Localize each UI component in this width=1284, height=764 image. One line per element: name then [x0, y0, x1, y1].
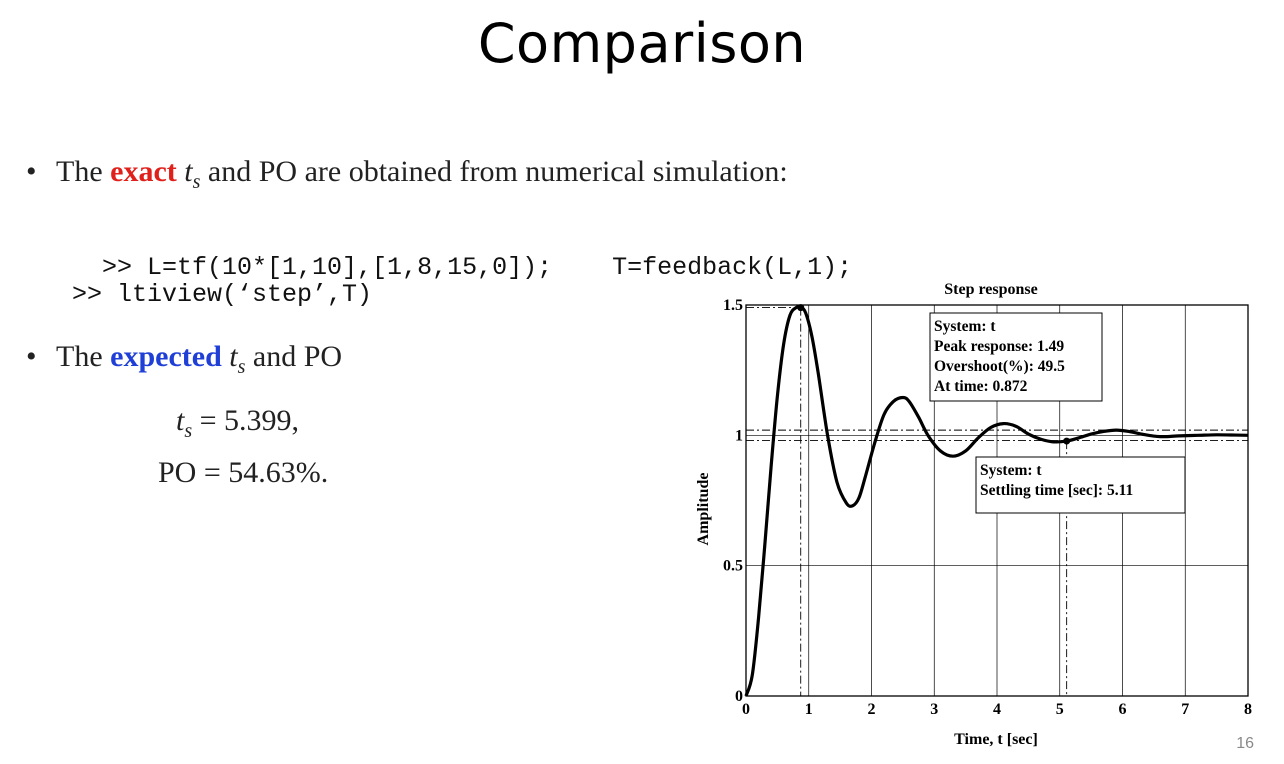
bullet-dot: •	[26, 155, 37, 188]
annotation-box	[929, 312, 1103, 402]
code-line-1: >> L=tf(10*[1,10],[1,8,15,0]); T=feedbac…	[72, 224, 852, 282]
annotation-text: Settling time [sec]: 5.11	[980, 482, 1133, 499]
tick-layer: 0 1 2 3 4 5 6 7 8 0 0.5 1 1.5	[723, 297, 1252, 718]
code-line-2: >> ltiview(‘step’,T)	[72, 280, 373, 309]
annotation-text: Overshoot(%): 49.5	[934, 358, 1065, 375]
annotation-text: At time: 0.872	[934, 378, 1028, 395]
ts-subscript: s	[192, 171, 201, 193]
y-tick-label: 1.5	[723, 297, 743, 314]
marker-layer	[797, 304, 1071, 445]
bullet-text-prefix: The	[56, 340, 111, 373]
x-tick-label: 1	[805, 701, 813, 718]
code-line-1b: T=feedback(L,1);	[612, 253, 853, 282]
page-number: 16	[1236, 735, 1254, 752]
settling-annotation: System: t Settling time [sec]: 5.11	[975, 456, 1186, 514]
bullet-text-suffix: and PO are obtained from numerical simul…	[200, 155, 788, 188]
bullet-text-suffix: and PO	[245, 340, 343, 373]
x-tick-label: 2	[868, 701, 876, 718]
formula-po-value: = 54.63%.	[196, 456, 329, 489]
x-tick-label: 3	[930, 701, 938, 718]
bullet-text-prefix: The	[56, 155, 111, 188]
series-layer	[744, 305, 1249, 697]
y-tick-label: 1	[735, 427, 743, 444]
peak-annotation: System: t Peak response: 1.49 Overshoot(%)…	[929, 312, 1103, 402]
y-tick-label: 0	[735, 688, 743, 705]
settling-marker	[1063, 437, 1071, 445]
slide-title: Comparison	[477, 12, 807, 75]
y-axis-label: Amplitude	[695, 473, 712, 546]
formula-ts-value: = 5.399,	[192, 404, 300, 437]
x-axis-label: Time, t [sec]	[954, 731, 1038, 748]
step-response-line	[744, 305, 1249, 697]
annotation-layer: System: t Peak response: 1.49 Overshoot(%)…	[929, 312, 1186, 514]
annotation-text: Peak response: 1.49	[934, 338, 1064, 355]
formula-ts-subscript: s	[184, 420, 193, 442]
settling-band-layer	[746, 307, 1248, 696]
x-tick-label: 7	[1181, 701, 1189, 718]
annotation-text: System: t	[980, 462, 1042, 479]
plot-frame	[745, 304, 1249, 697]
code-gap	[552, 253, 612, 282]
code-line-1a: >> L=tf(10*[1,10],[1,8,15,0]);	[102, 253, 553, 282]
formula-po-label: PO	[158, 456, 197, 489]
x-tick-label: 0	[742, 701, 750, 718]
ts-symbol: t	[229, 340, 238, 373]
annotation-box	[975, 456, 1186, 514]
x-tick-label: 8	[1244, 701, 1252, 718]
ts-symbol: t	[184, 155, 193, 188]
formula-ts: ts = 5.399,	[176, 404, 299, 443]
peak-marker	[797, 304, 805, 312]
x-tick-label: 4	[993, 701, 1001, 718]
x-tick-label: 6	[1119, 701, 1127, 718]
x-tick-label: 5	[1056, 701, 1064, 718]
chart-title: Step response	[944, 281, 1038, 298]
bullet-exact: • The exact ts and PO are obtained from n…	[26, 155, 788, 194]
y-tick-label: 0.5	[723, 558, 743, 575]
bullet-expected: • The expected ts and PO	[26, 340, 342, 379]
keyword-expected: expected	[110, 340, 222, 373]
ts-subscript: s	[237, 356, 246, 378]
bullet-dot: •	[26, 340, 37, 373]
formula-po: PO = 54.63%.	[158, 456, 328, 490]
annotation-text: System: t	[934, 318, 996, 335]
formula-ts-symbol: t	[176, 404, 185, 437]
keyword-exact: exact	[110, 155, 177, 188]
step-response-chart: Step response 0 1 2 3 4 5 6 7 8 0 0.5 1 1.5 System: …	[695, 281, 1252, 748]
